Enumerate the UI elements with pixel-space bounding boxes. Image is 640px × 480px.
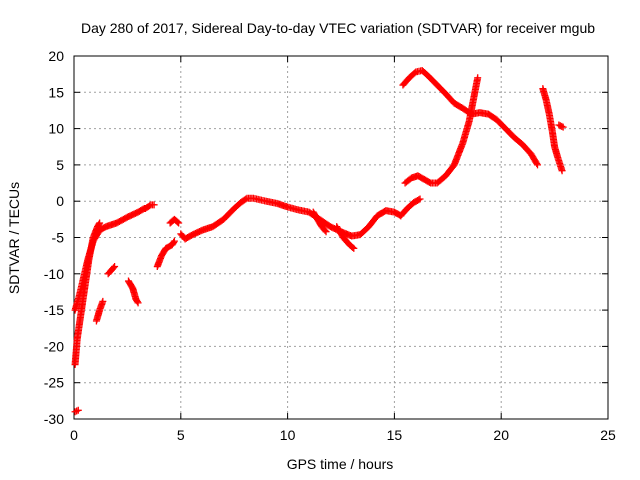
data-point [474, 74, 482, 82]
data-point [170, 238, 178, 246]
y-tick-label: -15 [44, 302, 64, 318]
x-tick-label: 15 [387, 427, 403, 443]
y-tick-label: -20 [44, 338, 64, 354]
data-point [96, 219, 104, 227]
data-point [99, 297, 107, 305]
chart-title: Day 280 of 2017, Sidereal Day-to-day VTE… [81, 20, 595, 36]
data-point [534, 161, 542, 169]
data-point [95, 220, 103, 228]
data-point [73, 407, 81, 415]
data-point [322, 228, 330, 236]
y-tick-label: -10 [44, 266, 64, 282]
data-point [150, 201, 158, 209]
x-tick-label: 5 [177, 427, 185, 443]
data-point [416, 195, 424, 203]
y-tick-label: 0 [56, 193, 64, 209]
data-point [133, 298, 141, 306]
y-tick-label: 5 [56, 157, 64, 173]
data-point [350, 244, 358, 252]
data-point [349, 243, 357, 251]
data-points [71, 67, 567, 416]
data-point [71, 408, 79, 416]
x-tick-label: 10 [280, 427, 296, 443]
data-point [558, 167, 566, 175]
x-tick-label: 0 [70, 427, 78, 443]
data-point [74, 406, 82, 414]
axis-ticks: 0 5 10 15 20 25 -30 -25 -20 -15 -10 -5 0 5 10 15 20 [44, 48, 616, 443]
y-tick-label: -30 [44, 411, 64, 427]
y-tick-label: 15 [48, 84, 64, 100]
y-tick-label: -25 [44, 375, 64, 391]
data-point [175, 219, 183, 227]
data-point [170, 237, 178, 245]
data-point [110, 264, 118, 272]
x-tick-label: 20 [493, 427, 509, 443]
data-point [321, 226, 329, 234]
x-tick-label: 25 [600, 427, 616, 443]
data-point [559, 123, 567, 131]
y-axis-label: SDTVAR / TECUs [6, 182, 22, 294]
y-tick-label: -5 [52, 230, 65, 246]
data-point [111, 263, 119, 271]
y-tick-label: 10 [48, 121, 64, 137]
data-point [415, 196, 423, 204]
x-axis-label: GPS time / hours [287, 456, 394, 472]
data-point [558, 122, 566, 130]
y-tick-label: 20 [48, 48, 64, 64]
data-point [134, 299, 142, 307]
data-point [533, 160, 541, 168]
data-point [174, 218, 182, 226]
